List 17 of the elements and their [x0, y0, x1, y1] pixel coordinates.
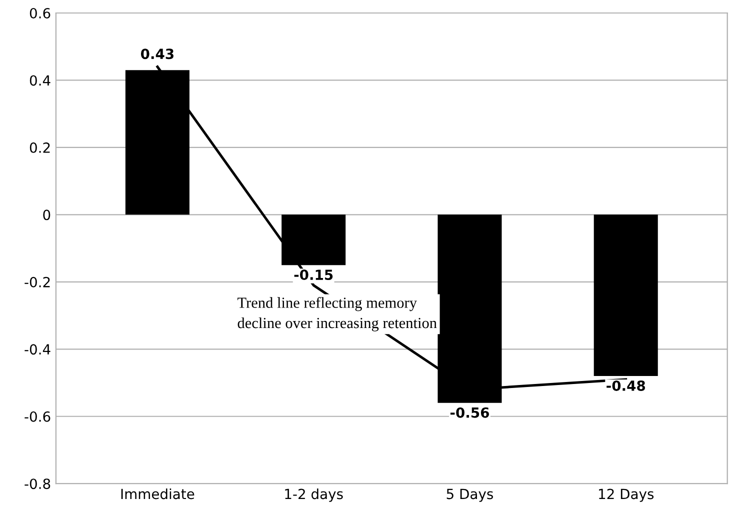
y-tick-label: 0.2	[30, 142, 50, 153]
x-tick-label: 5 Days	[446, 488, 493, 502]
y-tick-label: -0.6	[24, 411, 50, 422]
x-tick-label: 1-2 days	[285, 488, 343, 502]
data-label: -0.48	[606, 380, 646, 391]
x-tick-label: Immediate	[121, 488, 194, 500]
y-tick-label: 0.4	[30, 75, 50, 86]
data-label: -0.15	[294, 270, 333, 280]
y-tick-label: 0.6	[30, 8, 50, 18]
y-tick-label: -0.2	[24, 276, 50, 288]
annotation: Trend line reflecting memory decline over increasing retention	[238, 297, 437, 332]
data-label: -0.56	[450, 407, 489, 418]
x-tick-label: 12 Days	[599, 488, 654, 502]
y-tick-label: -0.4	[24, 344, 50, 355]
y-tick-label: -0.8	[24, 478, 50, 490]
y-tick-label: 0	[43, 210, 50, 220]
data-label: 0.43	[140, 48, 174, 60]
